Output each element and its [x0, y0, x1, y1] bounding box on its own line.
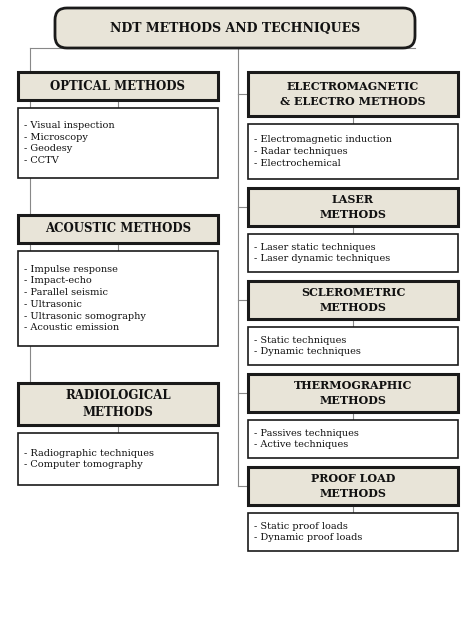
- FancyBboxPatch shape: [248, 420, 458, 458]
- Text: - Passives techniques
- Active techniques: - Passives techniques - Active technique…: [254, 429, 359, 449]
- Text: NDT METHODS AND TECHNIQUES: NDT METHODS AND TECHNIQUES: [110, 21, 360, 34]
- Text: - Static techniques
- Dynamic techniques: - Static techniques - Dynamic techniques: [254, 336, 361, 356]
- FancyBboxPatch shape: [248, 124, 458, 179]
- Text: RADIOLOGICAL
METHODS: RADIOLOGICAL METHODS: [65, 389, 171, 419]
- FancyBboxPatch shape: [248, 72, 458, 116]
- FancyBboxPatch shape: [248, 374, 458, 412]
- Text: SCLEROMETRIC
METHODS: SCLEROMETRIC METHODS: [301, 287, 405, 313]
- Text: THERMOGRAPHIC
METHODS: THERMOGRAPHIC METHODS: [294, 380, 412, 406]
- FancyBboxPatch shape: [248, 327, 458, 365]
- Text: - Electromagnetic induction
- Radar techniques
- Electrochemical: - Electromagnetic induction - Radar tech…: [254, 135, 392, 168]
- FancyBboxPatch shape: [18, 433, 218, 485]
- Text: ACOUSTIC METHODS: ACOUSTIC METHODS: [45, 222, 191, 235]
- Text: - Radiographic techniques
- Computer tomography: - Radiographic techniques - Computer tom…: [24, 449, 154, 470]
- FancyBboxPatch shape: [248, 281, 458, 319]
- FancyBboxPatch shape: [248, 188, 458, 226]
- Text: LASER
METHODS: LASER METHODS: [319, 194, 386, 220]
- Text: ELECTROMAGNETIC
& ELECTRO METHODS: ELECTROMAGNETIC & ELECTRO METHODS: [280, 81, 426, 107]
- FancyBboxPatch shape: [248, 234, 458, 272]
- Text: - Visual inspection
- Microscopy
- Geodesy
- CCTV: - Visual inspection - Microscopy - Geode…: [24, 121, 115, 165]
- FancyBboxPatch shape: [18, 108, 218, 178]
- FancyBboxPatch shape: [55, 8, 415, 48]
- FancyBboxPatch shape: [18, 215, 218, 243]
- Text: OPTICAL METHODS: OPTICAL METHODS: [51, 80, 185, 93]
- FancyBboxPatch shape: [248, 467, 458, 505]
- FancyBboxPatch shape: [18, 383, 218, 425]
- Text: - Static proof loads
- Dynamic proof loads: - Static proof loads - Dynamic proof loa…: [254, 521, 363, 542]
- Text: PROOF LOAD
METHODS: PROOF LOAD METHODS: [311, 473, 395, 499]
- FancyBboxPatch shape: [18, 72, 218, 100]
- Text: - Laser static techniques
- Laser dynamic techniques: - Laser static techniques - Laser dynami…: [254, 243, 390, 264]
- FancyBboxPatch shape: [248, 513, 458, 551]
- FancyBboxPatch shape: [18, 251, 218, 346]
- Text: - Impulse response
- Impact-echo
- Parallel seismic
- Ultrasonic
- Ultrasonic so: - Impulse response - Impact-echo - Paral…: [24, 265, 146, 332]
